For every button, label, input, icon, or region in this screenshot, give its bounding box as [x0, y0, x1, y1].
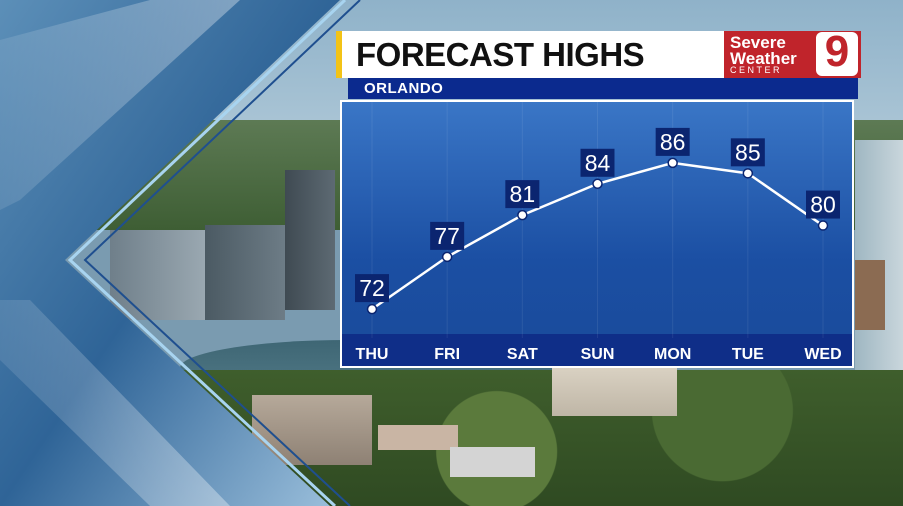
data-point [517, 209, 528, 221]
glass-tower [855, 140, 903, 370]
apartment-building [552, 368, 677, 416]
logo-text: CENTER [730, 65, 783, 75]
data-point [817, 220, 829, 231]
chevron-stripe [0, 0, 240, 210]
data-label-box [430, 221, 465, 250]
day-tick-label: FRI [434, 346, 460, 363]
data-label: 85 [735, 139, 761, 165]
title-bar: FORECAST HIGHS [336, 31, 724, 78]
data-label-box [655, 127, 690, 156]
data-label: 72 [359, 275, 385, 301]
data-point [667, 157, 678, 169]
data-label: 86 [660, 129, 686, 155]
office-building [205, 225, 285, 320]
day-tick-label: TUE [732, 346, 764, 363]
office-building [110, 230, 205, 320]
logo-text: Severe [730, 33, 786, 52]
page-title: FORECAST HIGHS [356, 36, 645, 73]
brick-building [855, 260, 885, 330]
house-roof [450, 447, 535, 477]
day-tick-label: MON [654, 346, 691, 363]
chevron-stripe [0, 300, 230, 506]
data-label: 80 [810, 192, 836, 218]
channel-number-badge: 9 [816, 27, 858, 76]
data-label-box [580, 148, 615, 177]
chart-svg: 72 77 81 84 86 85 80 THU FRI SAT SUN MON TUE WED [355, 102, 842, 363]
tower-building [285, 170, 335, 310]
forecast-chart: 72 77 81 84 86 85 80 THU FRI SAT SUN MON TUE WED [340, 100, 854, 368]
data-label: 81 [510, 181, 536, 207]
chevron-border-line [67, 0, 347, 506]
data-label: 84 [585, 150, 611, 176]
data-point [441, 251, 453, 263]
day-tick-label: WED [804, 346, 841, 363]
location-bar: ORLANDO [348, 78, 858, 99]
data-point [742, 168, 754, 179]
data-point [366, 303, 378, 315]
logo-text: Weather [730, 49, 797, 68]
chevron-border-line [83, 0, 361, 506]
day-tick-label: SUN [581, 346, 615, 363]
day-label-strip [342, 334, 852, 366]
station-logo: Severe Weather CENTER 9 [724, 27, 861, 78]
data-point [592, 178, 603, 190]
data-label-box [505, 180, 540, 209]
day-tick-label: SAT [507, 346, 538, 363]
data-label: 77 [434, 223, 460, 249]
channel-number: 9 [824, 27, 850, 76]
house-roof [378, 425, 458, 450]
location-label: ORLANDO [364, 80, 444, 97]
data-label-box [355, 274, 389, 303]
data-label-box [806, 190, 840, 219]
data-label-box [730, 138, 765, 167]
day-tick-label: THU [356, 346, 389, 363]
